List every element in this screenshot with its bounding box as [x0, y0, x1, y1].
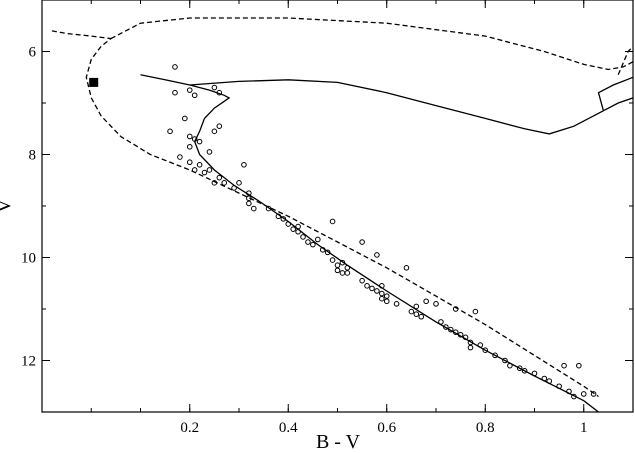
- star-point: [359, 277, 365, 284]
- solid-isochrone-line-1: [140, 74, 599, 412]
- star-point: [379, 290, 385, 297]
- star-point: [423, 298, 429, 305]
- star-point: [310, 241, 316, 248]
- star-point: [305, 239, 311, 245]
- star-point: [329, 218, 336, 225]
- star-point: [206, 149, 213, 155]
- star-point: [186, 159, 193, 166]
- star-point: [359, 239, 365, 245]
- star-point: [334, 262, 341, 269]
- star-point: [413, 311, 420, 317]
- star-point: [186, 133, 193, 140]
- star-point: [186, 143, 193, 150]
- star-point: [172, 89, 178, 96]
- star-point: [482, 347, 489, 354]
- x-axis-title: B - V: [316, 431, 361, 453]
- star-point: [315, 236, 321, 243]
- star-point: [590, 391, 597, 397]
- solid-isochrone-line-2: [189, 79, 633, 135]
- star-point: [443, 324, 449, 330]
- x-tick-label: 0.2: [180, 420, 199, 436]
- star-point: [196, 138, 203, 145]
- star-point: [344, 270, 351, 276]
- star-point: [576, 362, 582, 369]
- star-point: [374, 252, 380, 258]
- dashed-isochrone-line-4: [51, 30, 599, 398]
- star-point: [172, 64, 178, 70]
- highlighted-star-marker: [89, 77, 99, 87]
- series-layer: [51, 17, 633, 412]
- star-point: [300, 234, 306, 240]
- x-tick-label: 0.8: [476, 420, 495, 436]
- star-point: [403, 265, 410, 271]
- star-point: [177, 154, 183, 160]
- y-tick-label: 10: [21, 251, 36, 267]
- star-point: [221, 180, 228, 186]
- star-point: [379, 295, 385, 302]
- star-point: [241, 162, 247, 168]
- star-point: [339, 270, 346, 276]
- star-point: [364, 283, 370, 289]
- star-point: [492, 352, 498, 359]
- star-point: [374, 288, 380, 294]
- star-point: [472, 308, 479, 315]
- solid-isochrone-line-3: [597, 76, 633, 111]
- x-tick-label: 1: [580, 420, 588, 436]
- star-point: [211, 128, 218, 135]
- star-point: [502, 357, 508, 364]
- star-point: [383, 293, 390, 299]
- x-tick-label: 0.6: [377, 420, 396, 436]
- y-axis-title: V: [0, 198, 15, 213]
- y-tick-label: 8: [29, 148, 37, 164]
- dashed-isochrone-line-5: [110, 17, 633, 71]
- star-point: [467, 344, 474, 351]
- star-point: [521, 368, 528, 374]
- star-point: [206, 167, 213, 173]
- plot-frame: [41, 0, 634, 413]
- star-point: [561, 362, 567, 369]
- y-tick-label: 12: [21, 354, 36, 370]
- y-tick-label: 6: [29, 45, 37, 61]
- star-point: [408, 308, 415, 315]
- star-point: [383, 298, 390, 305]
- ticks-layer: 0.2 0.4 0.6 0.8 1 6 8 10 12: [21, 0, 633, 436]
- star-point: [216, 174, 223, 181]
- star-point: [580, 391, 587, 397]
- star-point: [236, 180, 242, 186]
- star-point: [216, 123, 223, 129]
- star-point: [413, 303, 420, 310]
- star-point: [167, 128, 173, 135]
- star-point: [201, 169, 208, 176]
- star-point: [211, 84, 218, 91]
- star-point: [334, 267, 341, 274]
- x-tick-label: 0.4: [279, 420, 298, 436]
- star-point: [196, 162, 203, 168]
- star-point: [433, 301, 439, 307]
- star-point: [516, 365, 523, 372]
- dashed-isochrone-line-6: [617, 45, 633, 75]
- star-point: [418, 313, 425, 320]
- star-point: [369, 285, 375, 292]
- star-point: [250, 205, 257, 212]
- star-point: [393, 301, 400, 307]
- star-point: [191, 92, 198, 99]
- star-point: [329, 257, 336, 263]
- star-point: [246, 200, 252, 207]
- star-point: [182, 115, 188, 122]
- star-point: [290, 226, 296, 232]
- star-point: [186, 87, 193, 93]
